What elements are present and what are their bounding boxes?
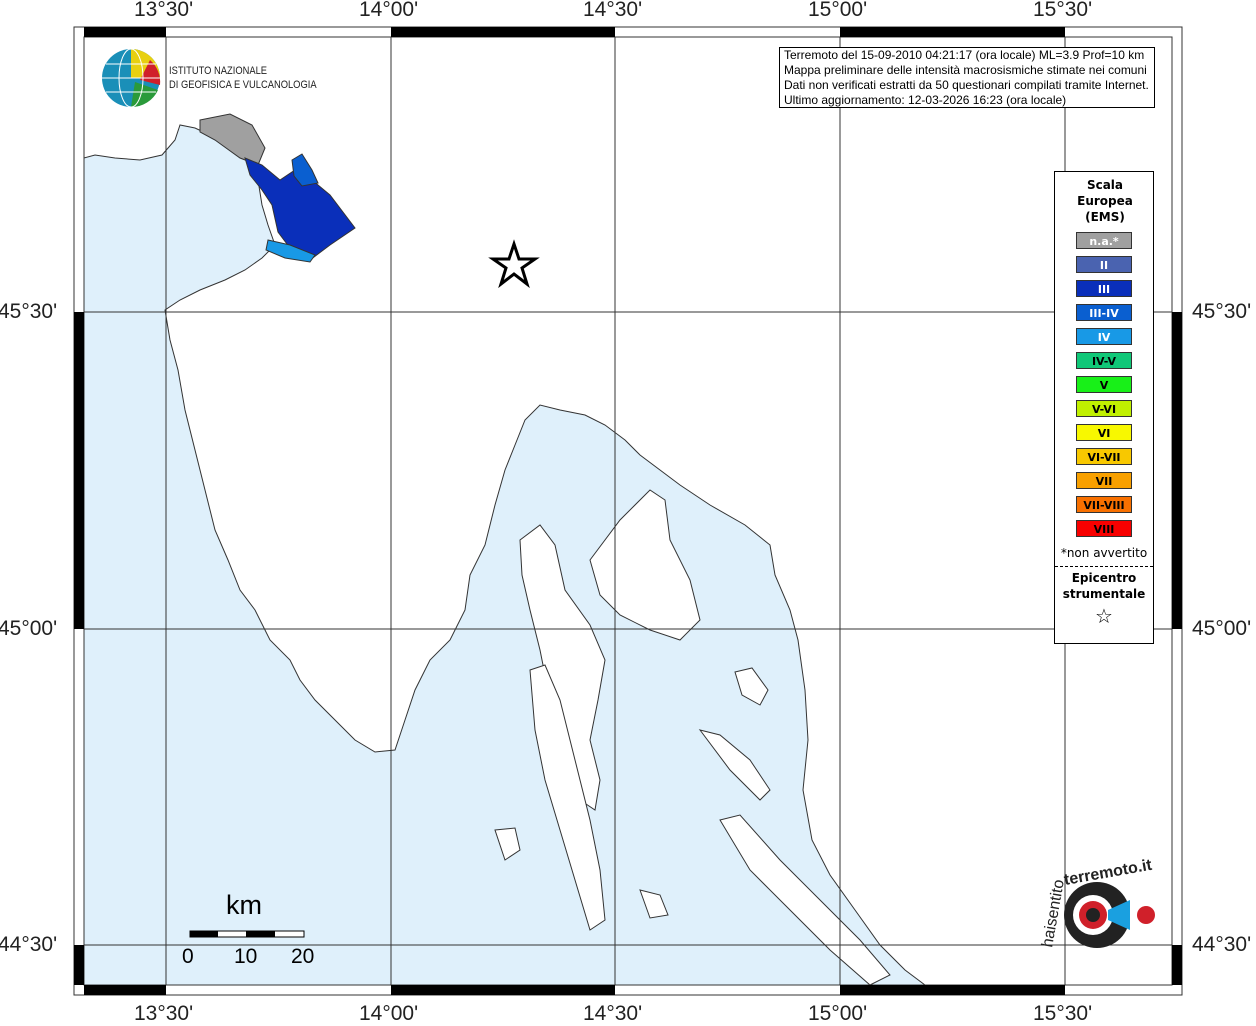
legend-item: V-VI xyxy=(1076,400,1132,417)
legend-item: VI-VII xyxy=(1076,448,1132,465)
legend-item: VIII xyxy=(1076,520,1132,537)
lon-tick-top: 13°30' xyxy=(134,0,194,21)
legend-item: II xyxy=(1076,256,1132,273)
scale-label: 20 xyxy=(291,945,315,968)
legend-item: VI xyxy=(1076,424,1132,441)
legend-item: V xyxy=(1076,376,1132,393)
map-frame xyxy=(73,26,1183,996)
island-pag xyxy=(719,814,891,986)
legend-title: Scala Europea (EMS) xyxy=(1077,178,1133,224)
lon-tick-top: 15°00' xyxy=(808,0,868,21)
island-krk xyxy=(589,489,701,641)
scale-unit: km xyxy=(226,890,262,920)
island-goli xyxy=(698,729,771,801)
mainland xyxy=(83,36,1173,986)
island-losinj xyxy=(529,664,606,931)
legend-divider xyxy=(1055,566,1153,567)
scale-label: 0 xyxy=(182,945,194,968)
legend-item: IV xyxy=(1076,328,1132,345)
island-rab xyxy=(734,667,769,706)
institute-name: ISTITUTO NAZIONALE DI GEOFISICA E VULCAN… xyxy=(169,65,317,91)
event-info-line: Ultimo aggiornamento: 12-03-2026 16:23 (… xyxy=(784,93,1067,107)
lon-tick-bottom: 15°30' xyxy=(1033,1002,1093,1025)
lon-tick-bottom: 13°30' xyxy=(134,1002,194,1025)
epicenter-label: Epicentro strumentale xyxy=(1062,571,1146,601)
area-iii-iv xyxy=(291,153,319,187)
event-info-line: Dati non verificati estratti da 50 quest… xyxy=(784,78,1149,92)
legend-item: VII-VIII xyxy=(1076,496,1132,513)
intensity-legend: Scala Europea (EMS) n.a.* II III III-IV IV IV… xyxy=(1054,171,1154,644)
lat-tick-right: 45°30' xyxy=(1192,300,1252,323)
island-unije xyxy=(494,827,521,861)
island-cres xyxy=(519,524,606,811)
legend-note: *non avvertito xyxy=(1060,546,1148,560)
scale-bar xyxy=(189,930,305,938)
lon-tick-top: 14°30' xyxy=(583,0,643,21)
lat-tick-right: 45°00' xyxy=(1192,617,1252,640)
lat-tick-left: 44°30' xyxy=(0,933,58,956)
area-iv xyxy=(265,239,316,263)
lon-tick-bottom: 14°00' xyxy=(359,1002,419,1025)
legend-item: VII xyxy=(1076,472,1132,489)
legend-item: n.a.* xyxy=(1076,232,1132,249)
legend-item: IV-V xyxy=(1076,352,1132,369)
lon-tick-bottom: 15°00' xyxy=(808,1002,868,1025)
event-info-line: Mappa preliminare delle intensità macros… xyxy=(784,63,1147,77)
star-outline-icon: ☆ xyxy=(1095,604,1113,628)
lat-tick-left: 45°30' xyxy=(0,300,58,323)
lon-tick-top: 15°30' xyxy=(1033,0,1093,21)
legend-item: III xyxy=(1076,280,1132,297)
lon-tick-top: 14°00' xyxy=(359,0,419,21)
legend-item: III-IV xyxy=(1076,304,1132,321)
lat-tick-left: 45°00' xyxy=(0,617,58,640)
scale-label: 10 xyxy=(234,945,258,968)
ingv-logo xyxy=(102,48,161,108)
epicenter-star-icon xyxy=(488,239,540,289)
lat-tick-right: 44°30' xyxy=(1192,933,1252,956)
event-info-line: Terremoto del 15-09-2010 04:21:17 (ora l… xyxy=(784,48,1145,62)
lon-tick-bottom: 14°30' xyxy=(583,1002,643,1025)
area-iii xyxy=(244,157,356,261)
event-info-box: Terremoto del 15-09-2010 04:21:17 (ora l… xyxy=(779,47,1155,108)
island-silba xyxy=(639,889,669,919)
